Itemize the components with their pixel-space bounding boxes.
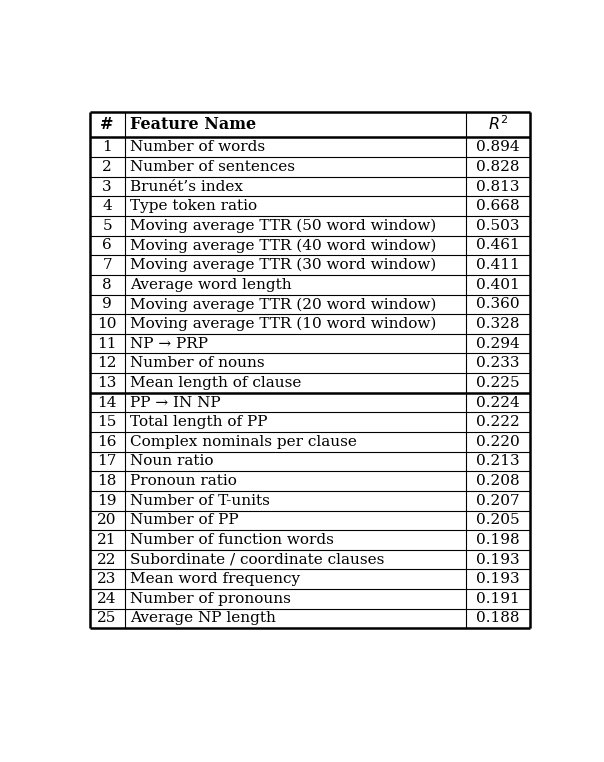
- Text: 11: 11: [97, 337, 117, 351]
- Text: 15: 15: [97, 415, 117, 429]
- Text: 0.188: 0.188: [476, 611, 519, 626]
- Text: 10: 10: [97, 317, 117, 331]
- Text: 20: 20: [97, 514, 117, 527]
- Text: 4: 4: [102, 199, 112, 213]
- Text: $R^2$: $R^2$: [488, 115, 508, 134]
- Text: Noun ratio: Noun ratio: [130, 454, 214, 469]
- Text: Subordinate / coordinate clauses: Subordinate / coordinate clauses: [130, 552, 385, 567]
- Text: 0.411: 0.411: [476, 258, 520, 272]
- Text: 0.813: 0.813: [476, 180, 519, 194]
- Text: 0.328: 0.328: [476, 317, 519, 331]
- Text: 0.401: 0.401: [476, 277, 520, 292]
- Text: 24: 24: [97, 592, 117, 606]
- Text: 6: 6: [102, 239, 112, 252]
- Text: 0.668: 0.668: [476, 199, 520, 213]
- Text: 0.193: 0.193: [476, 552, 520, 567]
- Text: 0.360: 0.360: [476, 297, 520, 312]
- Text: 25: 25: [97, 611, 117, 626]
- Text: 8: 8: [102, 277, 112, 292]
- Text: 1: 1: [102, 140, 112, 155]
- Text: 0.193: 0.193: [476, 572, 520, 586]
- Text: Pronoun ratio: Pronoun ratio: [130, 474, 237, 488]
- Text: Feature Name: Feature Name: [130, 117, 256, 133]
- Text: 0.198: 0.198: [476, 533, 520, 547]
- Text: 0.461: 0.461: [476, 239, 520, 252]
- Text: 0.208: 0.208: [476, 474, 520, 488]
- Text: Number of PP: Number of PP: [130, 514, 239, 527]
- Text: 0.894: 0.894: [476, 140, 520, 155]
- Text: 0.222: 0.222: [476, 415, 520, 429]
- Text: Moving average TTR (50 word window): Moving average TTR (50 word window): [130, 219, 437, 233]
- Text: 0.191: 0.191: [476, 592, 520, 606]
- Text: 0.233: 0.233: [476, 357, 519, 370]
- Text: 0.213: 0.213: [476, 454, 520, 469]
- Text: 17: 17: [97, 454, 117, 469]
- Text: Complex nominals per clause: Complex nominals per clause: [130, 435, 357, 449]
- Text: 0.207: 0.207: [476, 494, 520, 507]
- Text: 0.503: 0.503: [476, 219, 519, 233]
- Text: 0.224: 0.224: [476, 395, 520, 409]
- Text: Number of pronouns: Number of pronouns: [130, 592, 291, 606]
- Text: 7: 7: [102, 258, 112, 272]
- Text: 0.294: 0.294: [476, 337, 520, 351]
- Text: 0.225: 0.225: [476, 376, 520, 390]
- Text: Mean length of clause: Mean length of clause: [130, 376, 301, 390]
- Text: Average NP length: Average NP length: [130, 611, 276, 626]
- Text: 19: 19: [97, 494, 117, 507]
- Text: 0.205: 0.205: [476, 514, 520, 527]
- Text: Average word length: Average word length: [130, 277, 292, 292]
- Text: 3: 3: [102, 180, 112, 194]
- Text: Moving average TTR (20 word window): Moving average TTR (20 word window): [130, 297, 437, 312]
- Text: 21: 21: [97, 533, 117, 547]
- Text: PP → IN NP: PP → IN NP: [130, 395, 221, 409]
- Text: Total length of PP: Total length of PP: [130, 415, 268, 429]
- Text: Number of nouns: Number of nouns: [130, 357, 265, 370]
- Text: Number of words: Number of words: [130, 140, 265, 155]
- Text: Number of sentences: Number of sentences: [130, 160, 295, 174]
- Text: 23: 23: [97, 572, 117, 586]
- Text: Moving average TTR (40 word window): Moving average TTR (40 word window): [130, 239, 437, 253]
- Text: Type token ratio: Type token ratio: [130, 199, 257, 213]
- Text: 2: 2: [102, 160, 112, 174]
- Text: 22: 22: [97, 552, 117, 567]
- Text: Moving average TTR (10 word window): Moving average TTR (10 word window): [130, 317, 437, 331]
- Text: 5: 5: [102, 219, 112, 233]
- Text: 9: 9: [102, 297, 112, 312]
- Text: NP → PRP: NP → PRP: [130, 337, 208, 351]
- Text: 13: 13: [97, 376, 117, 390]
- Text: Number of function words: Number of function words: [130, 533, 334, 547]
- Text: 12: 12: [97, 357, 117, 370]
- Text: 16: 16: [97, 435, 117, 449]
- Text: 18: 18: [97, 474, 117, 488]
- Text: 14: 14: [97, 395, 117, 409]
- Text: Moving average TTR (30 word window): Moving average TTR (30 word window): [130, 258, 437, 272]
- Text: Mean word frequency: Mean word frequency: [130, 572, 300, 586]
- Text: 0.828: 0.828: [476, 160, 519, 174]
- Text: Brunét’s index: Brunét’s index: [130, 180, 243, 194]
- Text: 0.220: 0.220: [476, 435, 520, 449]
- Text: Number of T-units: Number of T-units: [130, 494, 270, 507]
- Text: #: #: [100, 117, 114, 133]
